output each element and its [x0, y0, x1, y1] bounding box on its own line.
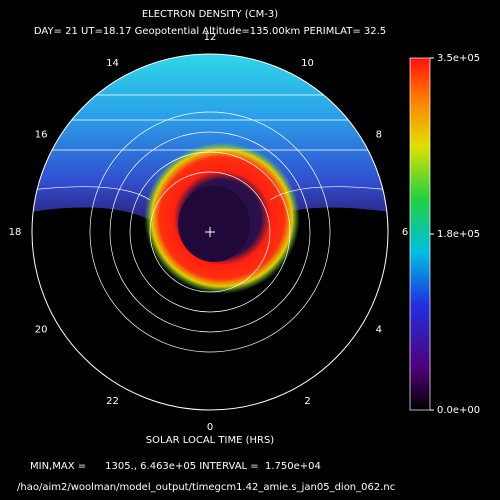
minmax: MIN,MAX = 1305., 6.463e+05 INTERVAL = 1.… [30, 461, 321, 472]
colorbar [409, 57, 431, 411]
axis-label: SOLAR LOCAL TIME (HRS) [146, 435, 275, 446]
hour-label: 20 [35, 325, 48, 336]
hour-label: 22 [106, 396, 119, 407]
hour-label: 6 [402, 227, 408, 238]
hour-label: 0 [207, 422, 213, 433]
hour-label: 14 [106, 58, 119, 69]
hour-label: 10 [301, 58, 314, 69]
hour-label: 8 [376, 130, 382, 141]
hour-label: 12 [204, 32, 217, 43]
colorbar-label: 3.5e+05 [437, 53, 480, 64]
hour-label: 18 [9, 227, 22, 238]
colorbar-label: 1.8e+05 [437, 229, 480, 240]
subtitle: DAY= 21 UT=18.17 Geopotential Altitude=1… [34, 26, 386, 37]
file-path: /hao/aim2/woolman/model_output/timegcm1.… [17, 482, 395, 493]
polar-map [32, 54, 388, 410]
title: ELECTRON DENSITY (CM-3) [142, 9, 278, 20]
colorbar-label: 0.0e+00 [437, 405, 480, 416]
hour-label: 16 [35, 130, 48, 141]
hour-label: 4 [376, 325, 382, 336]
hour-label: 2 [304, 396, 310, 407]
